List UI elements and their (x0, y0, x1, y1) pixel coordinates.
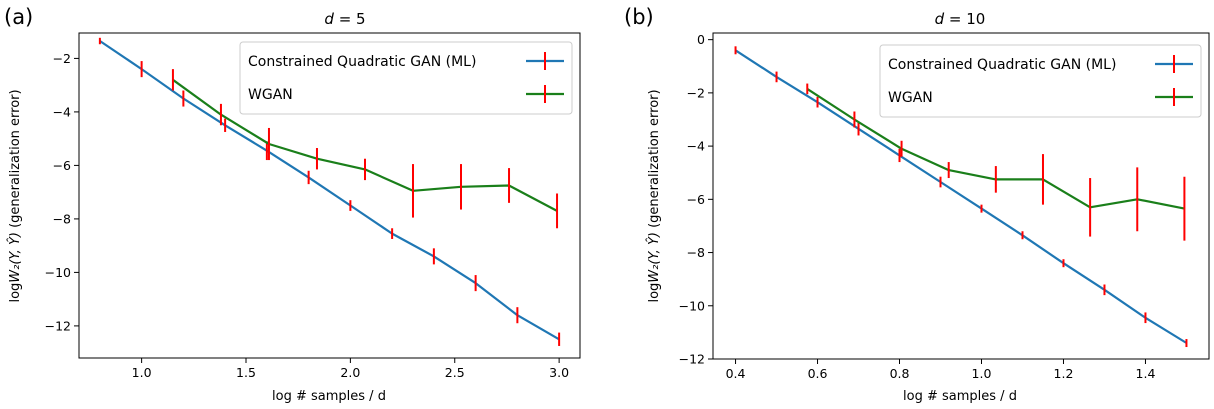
legend-label-ml: Constrained Quadratic GAN (ML) (888, 57, 1116, 73)
panel-b-plot: 0.4 0.6 0.8 1.0 1.2 1.4 −12 −10 −8 −6 −4 −2 0 Const… (679, 32, 1210, 381)
y-tick-label: −4 (687, 139, 705, 154)
x-tick-label: 2.0 (340, 365, 360, 380)
panel-b-title: d = 10 (935, 10, 986, 28)
legend-label-ml: Constrained Quadratic GAN (ML) (248, 54, 476, 70)
y-tick-label: −10 (45, 265, 71, 280)
panel-b-xlabel: log # samples / d (903, 389, 1017, 404)
legend-box (879, 44, 1202, 118)
x-tick-label: 0.8 (890, 366, 910, 381)
panel-b-ylabel: logW₂(Y, Ŷ) (generalization error) (646, 89, 662, 302)
ml-series-line (734, 49, 1188, 344)
y-tick-label: 0 (697, 32, 705, 47)
panel-a-frame (78, 32, 581, 359)
x-tick-label: 1.2 (1054, 366, 1074, 381)
y-tick-label: −2 (687, 85, 705, 100)
x-tick-label: 3.0 (549, 365, 569, 380)
x-tick-label: 0.4 (726, 366, 746, 381)
panel-b: (b) d = 10 0.4 0.6 0.8 1.0 1.2 1.4 −12 −10 −8 −6… (624, 5, 1210, 404)
y-tick-label: −10 (679, 298, 705, 313)
y-tick-label: −8 (53, 211, 71, 226)
y-tick-label: −12 (45, 318, 71, 333)
y-tick-label: −8 (687, 245, 705, 260)
panel-b-label: (b) (624, 5, 654, 29)
legend-label-wgan: WGAN (248, 87, 293, 103)
panel-b-frame (712, 32, 1210, 360)
panel-a-x-ticks: 1.0 1.5 2.0 2.5 3.0 (132, 358, 569, 380)
y-tick-label: −12 (679, 352, 705, 367)
panel-b-series (734, 46, 1188, 348)
legend-label-wgan: WGAN (888, 90, 933, 106)
panel-b-legend: Constrained Quadratic GAN (ML) WGAN (879, 44, 1202, 118)
x-tick-label: 0.6 (808, 366, 828, 381)
panel-a-legend: Constrained Quadratic GAN (ML) WGAN (239, 41, 573, 115)
y-tick-label: −6 (53, 158, 71, 173)
panel-a-xlabel: log # samples / d (272, 389, 386, 404)
panel-b-x-ticks: 0.4 0.6 0.8 1.0 1.2 1.4 (726, 359, 1156, 381)
x-tick-label: 1.0 (972, 366, 992, 381)
y-tick-label: −4 (53, 104, 71, 119)
panel-a-ylabel: logW₂(Y, Ŷ) (generalization error) (7, 89, 23, 302)
x-tick-label: 2.5 (445, 365, 465, 380)
panel-a-plot: 1.0 1.5 2.0 2.5 3.0 −12 −10 −8 −6 −4 −2 Constrain… (45, 32, 581, 380)
panel-a: (a) d = 5 1.0 1.5 2.0 2.5 3.0 −12 −10 −8 −6 −4 −2… (4, 5, 581, 404)
x-tick-label: 1.5 (236, 365, 256, 380)
panel-a-title: d = 5 (324, 10, 365, 28)
ml-series-line (99, 40, 560, 341)
panel-a-series (98, 37, 561, 346)
y-tick-label: −2 (53, 51, 71, 66)
panel-b-y-ticks: −12 −10 −8 −6 −4 −2 0 (679, 32, 713, 367)
x-tick-label: 1.4 (1136, 366, 1156, 381)
y-tick-label: −6 (687, 192, 705, 207)
legend-box (239, 41, 573, 115)
x-tick-label: 1.0 (132, 365, 152, 380)
panel-a-y-ticks: −12 −10 −8 −6 −4 −2 (45, 51, 79, 333)
panel-a-label: (a) (4, 5, 33, 29)
